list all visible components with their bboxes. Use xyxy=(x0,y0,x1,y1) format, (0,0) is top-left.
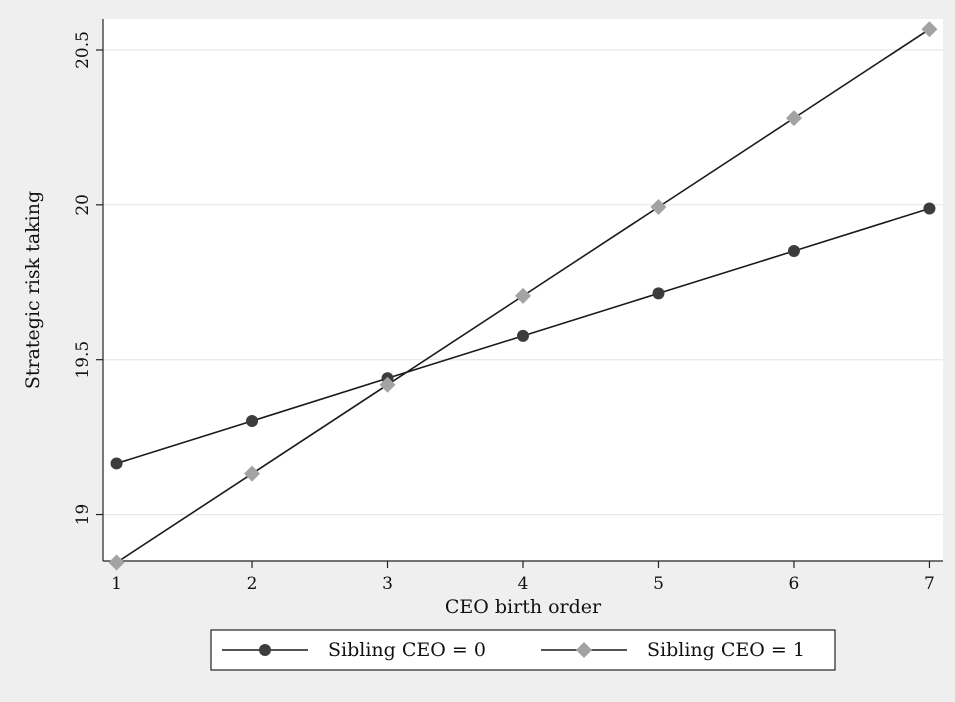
y-tick-label: 20.5 xyxy=(73,31,93,69)
legend: Sibling CEO = 0 Sibling CEO = 1 xyxy=(210,629,836,671)
x-tick-label: 6 xyxy=(789,574,800,594)
x-tick-label: 4 xyxy=(518,574,529,594)
x-tick-label: 5 xyxy=(653,574,664,594)
diamond-point-s1-5 xyxy=(785,110,802,127)
x-tick-label: 3 xyxy=(382,574,393,594)
legend-marker-0 xyxy=(259,644,271,656)
circle-point-s0-0 xyxy=(110,457,123,470)
y-tick-label: 20 xyxy=(73,194,93,216)
diamond-point-s1-3 xyxy=(515,287,531,304)
legend-label: Sibling CEO = 0 xyxy=(328,639,486,661)
markers xyxy=(108,21,938,571)
legend-box xyxy=(210,629,836,671)
x-tick-label: 1 xyxy=(111,574,122,594)
x-tick-label: 2 xyxy=(247,574,258,594)
x-axis-title: CEO birth order xyxy=(445,596,602,618)
circle-point-s0-3 xyxy=(517,329,529,342)
legend-marker-1 xyxy=(576,642,592,658)
circle-point-s0-6 xyxy=(923,202,936,215)
diamond-point-s1-0 xyxy=(108,554,125,571)
diamond-point-s1-6 xyxy=(921,21,938,38)
circle-point-s0-1 xyxy=(246,415,259,428)
diamond-point-s1-4 xyxy=(650,198,667,215)
y-tick-label: 19.5 xyxy=(73,341,93,379)
x-tick-label: 7 xyxy=(924,574,935,594)
grid-lines xyxy=(103,49,943,516)
circle-point-s0-5 xyxy=(787,244,800,257)
y-tick-label: 19 xyxy=(73,504,93,526)
legend-label: Sibling CEO = 1 xyxy=(647,639,805,661)
diamond-point-s1-2 xyxy=(379,376,396,393)
diamond-point-s1-1 xyxy=(244,465,261,482)
y-axis-title: Strategic risk taking xyxy=(22,191,44,389)
axes: 19 19.5 20 20.5 1 2 3 4 5 6 7 xyxy=(73,19,943,594)
circle-point-s0-4 xyxy=(652,287,665,300)
